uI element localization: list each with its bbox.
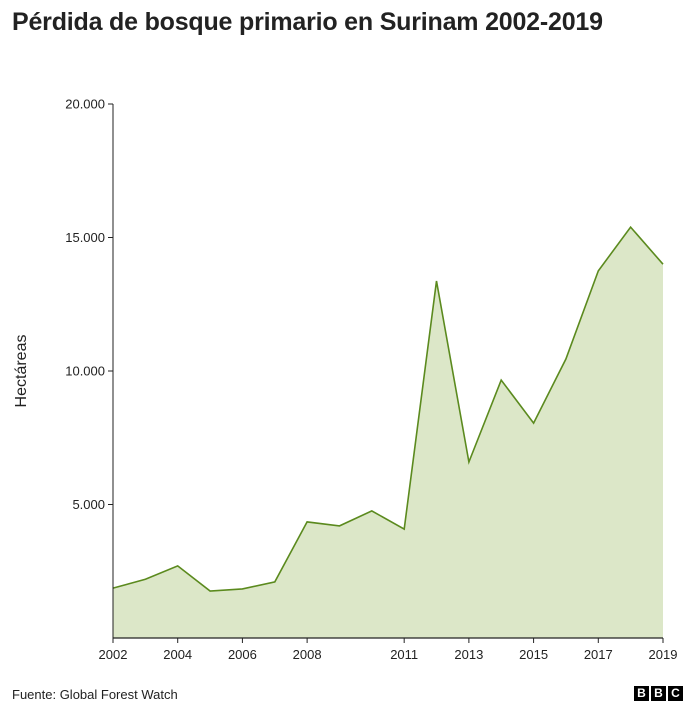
x-tick-label: 2013 (454, 647, 483, 662)
bbc-logo: B B C (634, 686, 683, 701)
source-note: Fuente: Global Forest Watch (12, 687, 178, 702)
x-tick-label: 2015 (519, 647, 548, 662)
x-tick-label: 2004 (163, 647, 192, 662)
y-tick-label: 15.000 (65, 230, 105, 245)
plot-area (112, 225, 664, 638)
x-tick-label: 2008 (293, 647, 322, 662)
logo-letter: C (668, 686, 683, 701)
x-axis: 2002 2004 2006 2008 2011 2013 2015 2017 2019 (99, 637, 678, 662)
y-axis: 5.000 10.000 15.000 20.000 (65, 97, 114, 638)
x-tick-label: 2017 (584, 647, 613, 662)
x-tick-label: 2011 (390, 647, 418, 662)
x-tick-label: 2002 (99, 647, 128, 662)
y-tick-label: 5.000 (72, 497, 105, 512)
chart-title: Pérdida de bosque primario en Surinam 20… (12, 8, 603, 36)
area-fill (113, 227, 663, 638)
y-tick-label: 20.000 (65, 97, 105, 112)
y-axis-label: Hectáreas (13, 335, 30, 408)
logo-letter: B (634, 686, 649, 701)
data-line (112, 225, 664, 592)
y-tick-label: 10.000 (65, 364, 105, 379)
x-tick-label: 2019 (649, 647, 678, 662)
x-tick-label: 2006 (228, 647, 257, 662)
logo-letter: B (651, 686, 666, 701)
